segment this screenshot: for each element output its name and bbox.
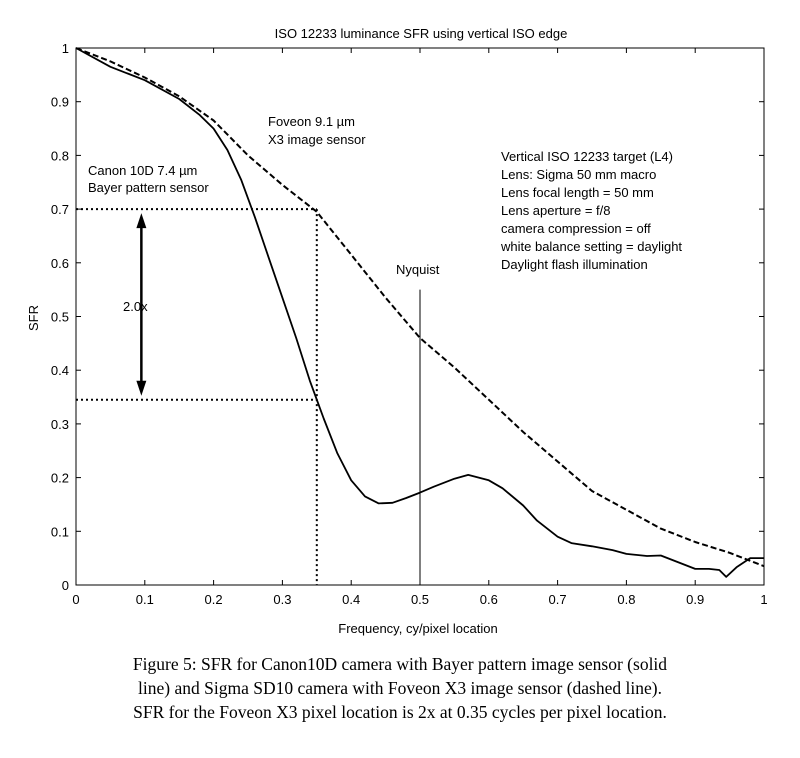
y-tick-label: 0.5 [51,310,69,325]
y-tick-label: 0.1 [51,524,69,539]
x-tick-label: 0.3 [273,592,291,607]
info-line-2: Lens: Sigma 50 mm macro [501,167,656,182]
sfr-chart: ISO 12233 luminance SFR using vertical I… [26,26,768,636]
foveon-x3-sfr-line [75,47,765,568]
y-tick-label: 0.3 [51,417,69,432]
caption-line-1: Figure 5: SFR for Canon10D camera with B… [132,654,668,674]
y-tick-label: 0.2 [51,471,69,486]
x-tick-label: 0.1 [136,592,154,607]
caption-line-3: SFR for the Foveon X3 pixel location is … [133,702,667,722]
x-tick-label: 0 [72,592,79,607]
info-line-6: white balance setting = daylight [500,239,682,254]
y-tick-label: 0 [62,578,69,593]
x-tick-label: 0.9 [686,592,704,607]
y-tick-label: 0.9 [51,95,69,110]
x-tick-label: 0.4 [342,592,360,607]
info-line-7: Daylight flash illumination [501,257,648,272]
canon-label-line2: Bayer pattern sensor [88,180,209,195]
nyquist-label: Nyquist [396,262,440,277]
x-tick-label: 0.8 [617,592,635,607]
y-tick-label: 0.6 [51,256,69,271]
foveon-label-line1: Foveon 9.1 µm [268,114,355,129]
canon-10d-sfr-line [75,47,764,578]
info-line-5: camera compression = off [501,221,651,236]
y-tick-label: 0.7 [51,202,69,217]
x-tick-label: 0.5 [411,592,429,607]
foveon-label-line2: X3 image sensor [268,132,366,147]
caption-line-2: line) and Sigma SD10 camera with Foveon … [138,678,662,698]
axis-ticks: 0 0.1 0.2 0.3 0.4 0.5 0.6 0.7 0.8 0.9 1 0 0.1 0.2 0.3 0… [51,41,768,607]
x-tick-label: 0.6 [480,592,498,607]
chart-title: ISO 12233 luminance SFR using vertical I… [275,26,568,41]
figure-caption: Figure 5: SFR for Canon10D camera with B… [40,652,760,724]
x-tick-label: 0.2 [205,592,223,607]
y-tick-label: 0.4 [51,363,69,378]
info-line-4: Lens aperture = f/8 [501,203,611,218]
y-axis-label: SFR [26,305,41,331]
x-tick-label: 0.7 [549,592,567,607]
annotations: Canon 10D 7.4 µm Bayer pattern sensor Fo… [88,114,682,314]
series-lines [75,47,765,578]
reference-lines [76,208,421,585]
y-tick-label: 1 [62,41,69,56]
y-tick-label: 0.8 [51,148,69,163]
ratio-label: 2.0x [123,299,148,314]
info-line-3: Lens focal length = 50 mm [501,185,654,200]
x-axis-label: Frequency, cy/pixel location [338,621,497,636]
ratio-arrow-head-down [136,380,147,396]
canon-label-line1: Canon 10D 7.4 µm [88,163,197,178]
ratio-arrow-head-up [136,213,147,229]
info-line-1: Vertical ISO 12233 target (L4) [501,149,673,164]
x-tick-label: 1 [760,592,767,607]
